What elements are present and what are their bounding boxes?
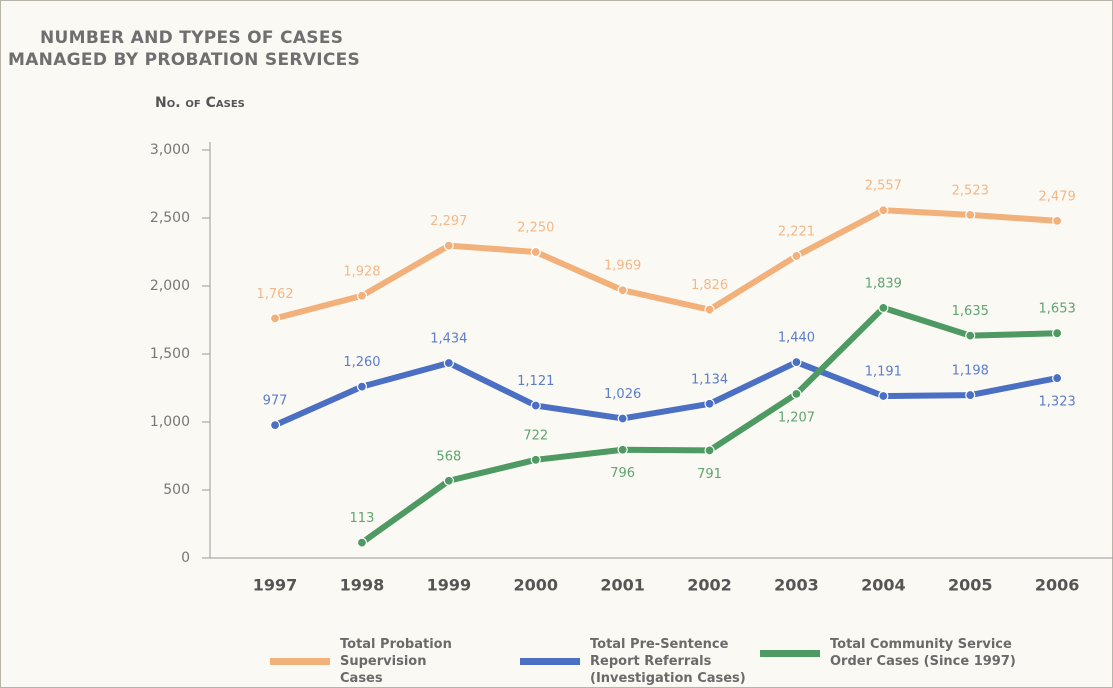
value-label: 113 [350, 511, 375, 526]
value-label: 2,479 [1039, 189, 1076, 204]
y-tick-label: 3,000 [150, 142, 190, 158]
point [705, 446, 714, 455]
point [966, 331, 975, 340]
y-tick-label: 2,000 [150, 278, 190, 294]
x-tick-label: 2002 [687, 576, 732, 595]
point [357, 538, 366, 547]
y-tick-label: 2,500 [150, 210, 190, 226]
page: NUMBER AND TYPES OF CASES MANAGED BY PRO… [0, 0, 1113, 688]
point [879, 392, 888, 401]
point [531, 401, 540, 410]
x-tick-label: 2000 [513, 576, 558, 595]
y-tick-label: 0 [181, 550, 190, 566]
value-label: 1,928 [343, 264, 380, 279]
x-tick-label: 2001 [600, 576, 645, 595]
x-tick-label: 1999 [427, 576, 472, 595]
x-tick-label: 2004 [861, 576, 906, 595]
y-axis-label: No. of Cases [155, 95, 245, 111]
point [879, 206, 888, 215]
value-label: 2,250 [517, 221, 554, 236]
point [271, 421, 280, 430]
legend-label: Total Community Service Order Cases (Sin… [830, 636, 1020, 670]
x-tick-label: 2003 [774, 576, 819, 595]
point [966, 210, 975, 219]
value-label: 796 [610, 466, 635, 481]
point [1053, 329, 1062, 338]
point [357, 291, 366, 300]
value-label: 1,440 [778, 331, 815, 346]
x-tick-label: 2005 [948, 576, 993, 595]
value-label: 1,839 [865, 276, 902, 291]
point [792, 358, 801, 367]
point [879, 303, 888, 312]
point [705, 399, 714, 408]
legend-item: Total Probation Supervision Cases [270, 636, 470, 687]
x-tick-label: 1997 [253, 576, 298, 595]
series-line [275, 210, 1057, 318]
value-label: 1,434 [430, 331, 467, 346]
value-label: 2,557 [865, 179, 902, 194]
point [618, 445, 627, 454]
legend-swatch [760, 650, 820, 657]
point [357, 382, 366, 391]
value-label: 2,523 [952, 183, 989, 198]
y-tick-label: 500 [163, 482, 190, 498]
value-label: 2,297 [430, 214, 467, 229]
point [531, 455, 540, 464]
legend-item: Total Pre-Sentence Report Referrals (Inv… [520, 636, 760, 687]
legend-label: Total Probation Supervision Cases [340, 636, 470, 687]
value-label: 1,026 [604, 387, 641, 402]
value-label: 1,207 [778, 410, 815, 425]
x-tick-label: 1998 [340, 576, 385, 595]
point [618, 414, 627, 423]
point [1053, 216, 1062, 225]
point [705, 305, 714, 314]
value-label: 1,134 [691, 372, 728, 387]
chart: No. of Cases 0 500 1,000 1,500 2,000 2,500 3,0… [0, 0, 1113, 688]
value-label: 791 [697, 467, 722, 482]
value-label: 568 [436, 449, 461, 464]
value-label: 1,191 [865, 365, 902, 380]
value-label: 2,221 [778, 224, 815, 239]
value-label: 1,762 [256, 287, 293, 302]
value-label: 1,969 [604, 259, 641, 274]
point [1053, 374, 1062, 383]
value-label: 977 [263, 394, 288, 409]
series-line [275, 362, 1057, 425]
point [792, 389, 801, 398]
point [444, 476, 453, 485]
y-tick-label: 1,500 [150, 346, 190, 362]
value-label: 1,323 [1039, 395, 1076, 410]
value-label: 1,198 [952, 364, 989, 379]
value-label: 1,826 [691, 278, 728, 293]
point [444, 241, 453, 250]
legend-swatch [520, 658, 580, 665]
value-label: 1,121 [517, 374, 554, 389]
point [444, 358, 453, 367]
point [792, 251, 801, 260]
point [531, 248, 540, 257]
legend-item: Total Community Service Order Cases (Sin… [760, 636, 1020, 670]
legend-label: Total Pre-Sentence Report Referrals (Inv… [590, 636, 760, 687]
value-label: 1,260 [343, 355, 380, 370]
point [271, 314, 280, 323]
point [966, 391, 975, 400]
value-label: 1,653 [1039, 302, 1076, 317]
value-label: 1,635 [952, 304, 989, 319]
value-label: 722 [523, 428, 548, 443]
y-tick-label: 1,000 [150, 414, 190, 430]
point [618, 286, 627, 295]
x-tick-label: 2006 [1035, 576, 1080, 595]
legend-swatch [270, 658, 330, 665]
